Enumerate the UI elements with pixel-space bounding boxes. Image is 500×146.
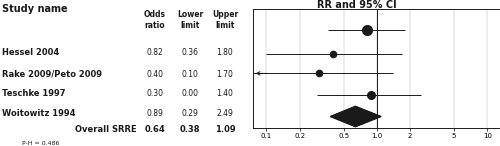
Text: 2.49: 2.49 [216, 109, 234, 118]
Text: Upper
limit: Upper limit [212, 10, 238, 30]
Text: Woitowitz 1994: Woitowitz 1994 [2, 109, 76, 118]
Text: 0.38: 0.38 [180, 125, 200, 134]
Text: 1.80: 1.80 [216, 48, 234, 57]
Text: 1.40: 1.40 [216, 89, 234, 98]
Text: Study name: Study name [2, 4, 68, 14]
Text: 0.29: 0.29 [182, 109, 198, 118]
Text: 0.40: 0.40 [146, 70, 164, 79]
Text: Odds
ratio: Odds ratio [144, 10, 166, 30]
Text: Hessel 2004: Hessel 2004 [2, 48, 60, 57]
Text: Overall SRRE: Overall SRRE [75, 125, 136, 134]
Text: 0.10: 0.10 [182, 70, 198, 79]
Text: P-H = 0.486: P-H = 0.486 [22, 141, 60, 146]
Text: Teschke 1997: Teschke 1997 [2, 89, 66, 98]
Text: Rake 2009/Peto 2009: Rake 2009/Peto 2009 [2, 70, 102, 79]
Text: Lower
limit: Lower limit [177, 10, 203, 30]
Text: 0.00: 0.00 [182, 89, 198, 98]
Text: 0.30: 0.30 [146, 89, 164, 98]
Polygon shape [330, 106, 381, 127]
Text: 1.70: 1.70 [216, 70, 234, 79]
Text: 0.64: 0.64 [144, 125, 166, 134]
Text: RR and 95% CI: RR and 95% CI [316, 0, 396, 10]
Text: 0.82: 0.82 [146, 48, 164, 57]
Text: 0.89: 0.89 [146, 109, 164, 118]
Text: 0.36: 0.36 [182, 48, 198, 57]
Text: 1.09: 1.09 [214, 125, 236, 134]
